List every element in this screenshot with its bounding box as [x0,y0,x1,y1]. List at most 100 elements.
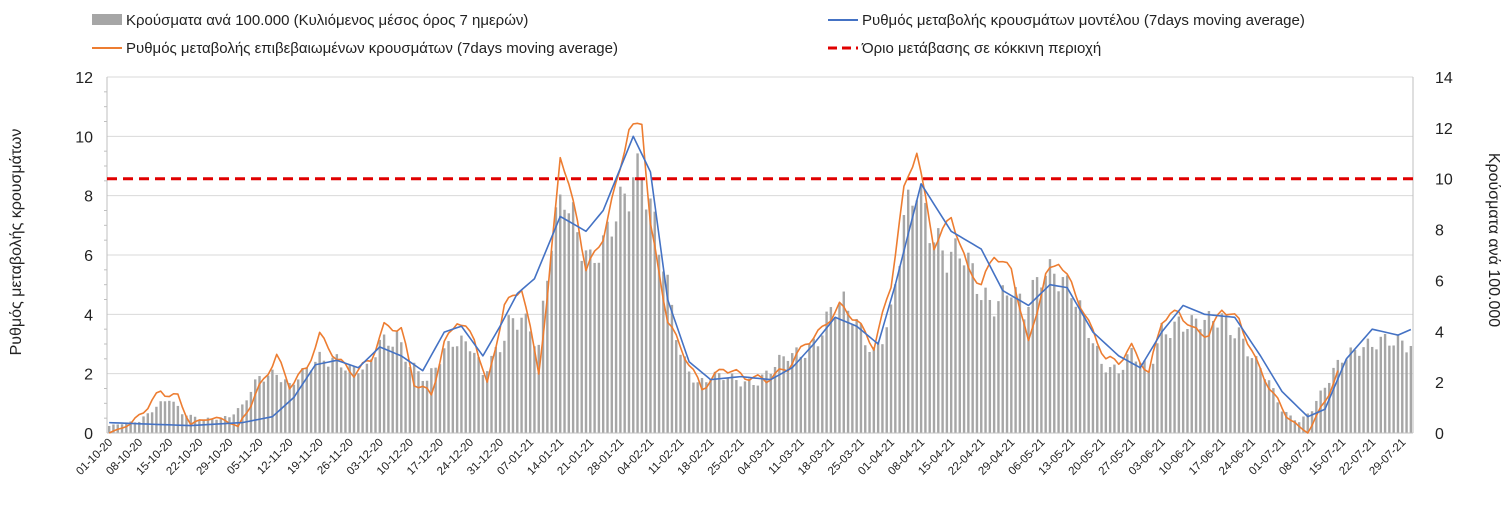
bar [155,406,158,433]
bar [1409,345,1413,433]
bar [1104,372,1108,433]
bar [1246,356,1249,433]
bar [473,352,476,433]
bar [219,417,223,433]
bar [709,379,712,433]
confirmed-series-line [108,122,1339,434]
bar [486,371,489,433]
bar [133,422,137,433]
bar [322,360,326,433]
bar [382,334,386,433]
bar [490,355,493,433]
bar [443,348,446,433]
bar [683,356,687,433]
bar [821,335,824,433]
bar [112,424,115,433]
bar [1121,369,1125,433]
bar [1151,363,1155,433]
y-left-tick-label: 8 [84,189,93,206]
bar [1057,291,1060,433]
bar [1366,338,1370,433]
bar [653,211,656,433]
bar [1074,306,1077,433]
bar [1139,362,1142,433]
bar [662,271,665,433]
bar [1023,319,1026,433]
bar [1212,321,1215,433]
y-right-tick-label: 4 [1435,324,1444,341]
bar [829,307,833,433]
bar [314,361,317,433]
bar [516,329,519,433]
bar [180,414,184,433]
bar [275,374,278,433]
bar [344,370,347,433]
bar [791,353,794,433]
bar [1340,362,1344,433]
bar [644,209,648,433]
bar [1061,277,1065,433]
bar [803,357,807,433]
bar [198,420,201,433]
y-right-tick-label: 0 [1435,426,1444,443]
bar [997,301,1000,433]
bar [593,262,596,433]
bar [675,340,678,433]
bar [1328,382,1331,433]
bar [421,380,424,433]
bar [550,250,553,433]
bar [851,324,854,433]
bar [335,354,339,433]
bar [1293,420,1297,433]
bar [1130,347,1133,433]
bar [378,339,382,433]
bar [1083,314,1086,433]
bar [958,258,961,433]
bar [838,304,841,433]
line-series [107,122,1413,434]
bar [928,243,931,433]
bar [632,177,635,433]
bar [760,374,764,433]
bar [1392,345,1395,433]
bar-series [107,153,1413,433]
bar [404,361,407,433]
bar [1117,373,1120,433]
bar [859,323,863,433]
bar [228,417,231,433]
legend: Κρούσματα ανά 100.000 (Κυλιόμενος μέσος … [92,12,1305,57]
bar [296,379,300,433]
bar [1044,275,1047,433]
bar [967,252,970,433]
bar [627,211,631,433]
bar [872,347,876,433]
bar [1297,422,1301,433]
bar [623,193,626,433]
bar [1276,402,1279,433]
bar [1332,367,1335,433]
bar [417,371,420,433]
bar [279,382,283,433]
bar [1358,355,1361,433]
bar [438,364,442,433]
bar [726,377,729,433]
bar [1190,315,1193,433]
legend-label-bars: Κρούσματα ανά 100.000 (Κυλιόμενος μέσος … [126,12,528,29]
y-right-tick-label: 8 [1435,223,1444,240]
bar [1091,343,1095,433]
bar [915,200,919,433]
bar [460,335,463,433]
bar [537,344,540,433]
y-right-tick-label: 14 [1435,70,1453,87]
bar [666,274,669,433]
bar [679,354,682,433]
bar [262,381,266,433]
bar [980,300,983,433]
bar [288,383,291,433]
bar [563,209,566,433]
bar [357,373,360,433]
bar [370,359,373,433]
bar [567,213,571,433]
bar [430,368,433,433]
bar [365,363,369,433]
